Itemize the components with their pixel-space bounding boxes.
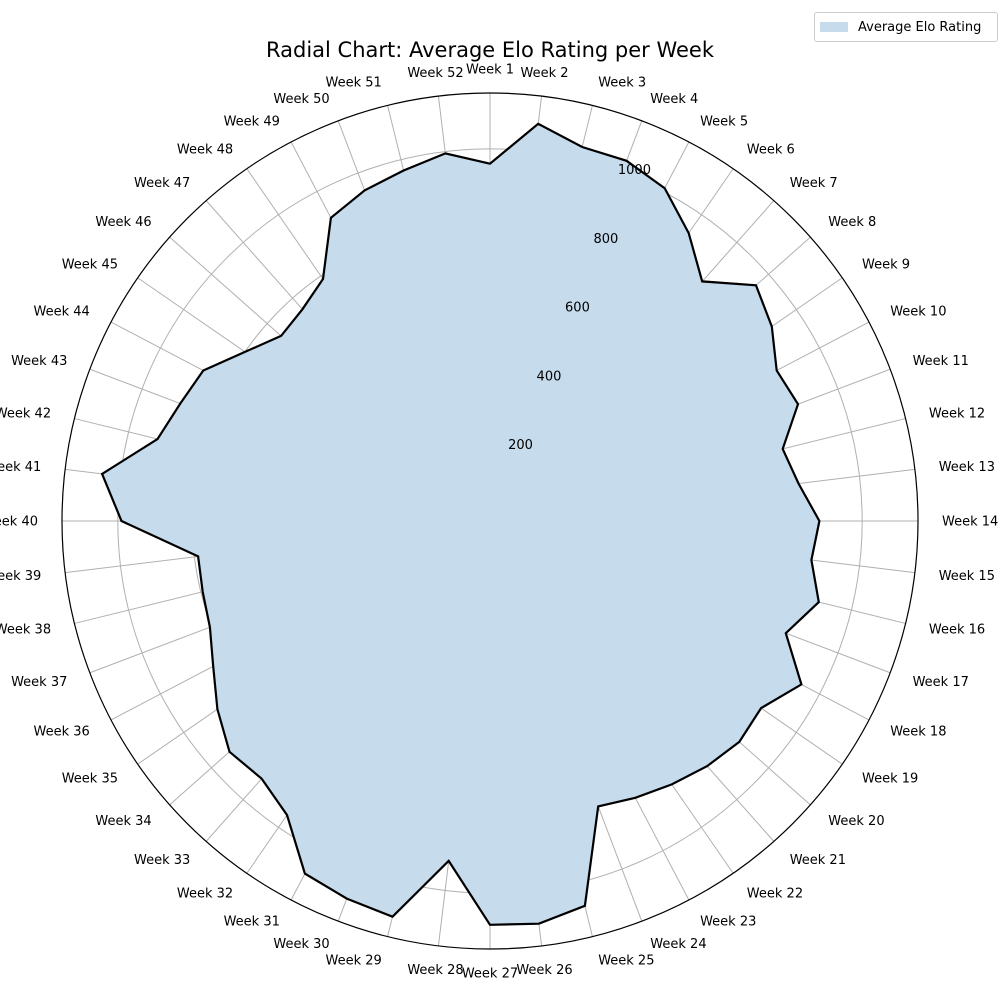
category-label: Week 35: [62, 771, 118, 786]
category-label: Week 29: [326, 953, 382, 968]
category-label: Week 10: [890, 304, 946, 319]
category-label: Week 48: [177, 143, 233, 158]
category-label: Week 41: [0, 460, 41, 475]
legend-label: Average Elo Rating: [858, 19, 982, 35]
category-label: Week 38: [0, 623, 51, 638]
category-label: Week 4: [650, 92, 698, 107]
category-label: Week 23: [700, 915, 756, 930]
chart-title: Radial Chart: Average Elo Rating per Wee…: [265, 38, 714, 62]
category-label: Week 13: [939, 460, 995, 475]
legend: Average Elo Rating: [814, 12, 998, 42]
category-label: Week 43: [11, 354, 67, 369]
category-label: Week 7: [790, 176, 838, 191]
category-label: Week 14: [942, 515, 998, 530]
category-label: Week 52: [407, 66, 463, 81]
category-label: Week 12: [929, 406, 985, 421]
category-label: Week 25: [598, 953, 654, 968]
category-label: Week 37: [11, 675, 67, 690]
category-label: Week 8: [828, 215, 876, 230]
category-label: Week 50: [273, 92, 329, 107]
category-label: Week 15: [939, 569, 995, 584]
category-label: Week 24: [650, 937, 706, 952]
category-label: Week 26: [516, 963, 572, 978]
category-label: Week 1: [466, 63, 514, 78]
category-label: Week 47: [134, 176, 190, 191]
category-label: Week 30: [273, 937, 329, 952]
category-label: Week 34: [95, 814, 151, 829]
radial-tick-label: 1000: [618, 163, 651, 178]
category-label: Week 33: [134, 853, 190, 868]
radial-tick-label: 400: [537, 369, 562, 384]
category-label: Week 21: [790, 853, 846, 868]
category-label: Week 49: [224, 114, 280, 129]
category-label: Week 17: [913, 675, 969, 690]
category-label: Week 39: [0, 569, 41, 584]
category-label: Week 40: [0, 515, 38, 530]
radial-tick-label: 600: [565, 301, 590, 316]
radial-tick-label: 800: [594, 232, 619, 247]
category-label: Week 5: [700, 114, 748, 129]
label-layer: 200 400 600 800 1000 Week 1 Week 2 Week 3 Week 4…: [0, 63, 998, 982]
category-label: Week 44: [34, 304, 90, 319]
category-label: Week 9: [862, 258, 910, 273]
category-label: Week 32: [177, 887, 233, 902]
category-label: Week 46: [95, 215, 151, 230]
category-label: Week 36: [34, 725, 90, 740]
category-label: Week 42: [0, 406, 51, 421]
category-label: Week 2: [520, 66, 568, 81]
outer-spine: [61, 92, 919, 950]
category-label: Week 19: [862, 771, 918, 786]
category-label: Week 16: [929, 623, 985, 638]
category-label: Week 22: [747, 887, 803, 902]
category-label: Week 6: [747, 143, 795, 158]
radial-tick-label: 200: [508, 438, 533, 453]
category-label: Week 27: [462, 967, 518, 982]
category-label: Week 20: [828, 814, 884, 829]
series-area: [102, 123, 820, 925]
category-label: Week 51: [326, 76, 382, 91]
category-label: Week 28: [407, 963, 463, 978]
category-label: Week 11: [913, 354, 969, 369]
category-label: Week 31: [224, 915, 280, 930]
category-label: Week 45: [62, 258, 118, 273]
legend-swatch: [820, 22, 848, 32]
data-layer: [61, 92, 919, 950]
category-label: Week 18: [890, 725, 946, 740]
category-label: Week 3: [598, 76, 646, 91]
